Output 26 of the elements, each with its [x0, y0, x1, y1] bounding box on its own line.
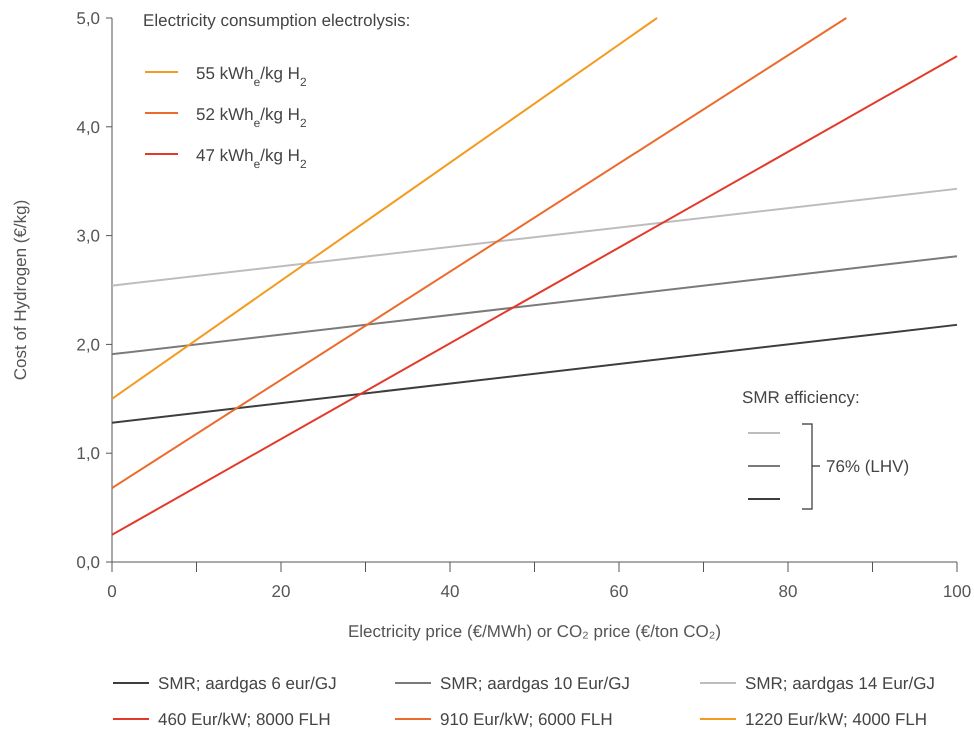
x-tick-label: 0	[107, 582, 117, 601]
y-tick-label: 3,0	[76, 226, 100, 246]
annotation: 55 kWh$_{e}$/kg H$_{2}$	[196, 64, 307, 89]
legend-label: SMR; aardgas 10 Eur/GJ	[440, 674, 630, 693]
x-tick-label: 80	[778, 582, 798, 601]
annotation: 76% (LHV)	[826, 457, 910, 476]
y-tick-label: 0,0	[76, 553, 100, 572]
y-axis-title: Cost of Hydrogen (€/kg)	[11, 200, 30, 380]
y-tick-label: 4,0	[76, 118, 100, 137]
legend-label: SMR; aardgas 6 eur/GJ	[158, 674, 337, 693]
annotation: 47 kWh$_{e}$/kg H$_{2}$	[196, 146, 307, 171]
legend-label: 1220 Eur/kW; 4000 FLH	[745, 710, 928, 729]
legend-label: 460 Eur/kW; 8000 FLH	[158, 710, 331, 729]
annotation: Electricity consumption electrolysis:	[143, 11, 410, 30]
x-tick-label: 20	[272, 582, 290, 601]
annotation: SMR efficiency:	[742, 388, 860, 407]
legend-label: SMR; aardgas 14 Eur/GJ	[745, 674, 935, 693]
annotation: 52 kWh$_{e}$/kg H$_{2}$	[196, 105, 307, 130]
x-tick-label: 100	[942, 582, 972, 601]
y-tick-label: 5,0	[76, 9, 100, 28]
x-tick-label: 40	[440, 582, 460, 601]
y-tick-label: 2,0	[76, 335, 100, 354]
x-tick-label: 60	[610, 582, 628, 601]
x-axis-title: Electricity price (€/MWh) or CO₂ price (€/ton CO₂)	[348, 622, 722, 641]
y-tick-label: 1,0	[76, 444, 100, 464]
legend-label: 910 Eur/kW; 6000 FLH	[440, 710, 613, 729]
